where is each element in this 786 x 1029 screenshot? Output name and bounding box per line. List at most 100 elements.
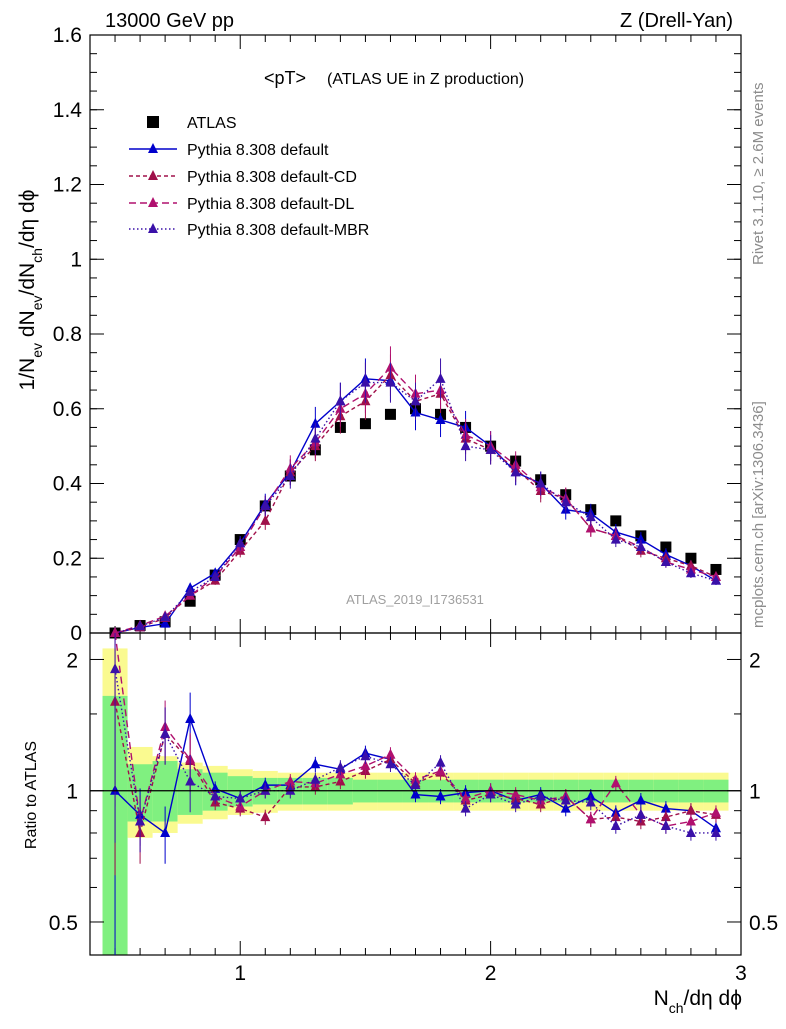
ratio-point-mbr	[535, 790, 546, 801]
ratio-point-mbr	[560, 794, 571, 805]
ratio-point-mbr	[235, 792, 246, 803]
ratio-point-cd	[260, 811, 271, 822]
main-point-mbr	[685, 567, 696, 578]
ratio-point-default	[185, 713, 196, 724]
main-point-mbr	[260, 499, 271, 510]
atlas-data-point	[685, 552, 697, 564]
main-point-mbr	[160, 611, 171, 622]
ratio-y-tick-label: 2	[66, 649, 78, 672]
ratio-point-mbr	[335, 761, 346, 772]
main-point-default	[635, 533, 646, 544]
ratio-point-mbr	[635, 808, 646, 819]
atlas-data-point	[184, 595, 196, 607]
main-point-mbr	[135, 620, 146, 631]
atlas-data-point	[660, 541, 672, 553]
ratio-point-default	[660, 802, 671, 813]
ratio-point-dl	[110, 627, 121, 637]
main-point-cd	[260, 514, 271, 525]
ratio-point-dl	[360, 759, 371, 770]
ratio-point-mbr	[460, 802, 471, 813]
ratio-point-dl	[585, 813, 596, 824]
ratio-series	[110, 627, 721, 955]
main-point-mbr	[310, 432, 321, 443]
main-y-tick-label: 0.8	[53, 323, 82, 346]
main-y-tick-label: 1.2	[53, 174, 82, 197]
legend-marker-mbr	[148, 223, 158, 233]
ratio-y-tick-label: 0.5	[49, 912, 78, 935]
main-point-mbr	[535, 477, 546, 488]
main-y-tick-label: 0.2	[53, 547, 82, 570]
main-point-default	[310, 417, 321, 428]
main-point-dl	[585, 522, 596, 533]
legend-label-default: Pythia 8.308 default	[187, 142, 329, 159]
main-point-mbr	[435, 372, 446, 383]
ratio-point-mbr	[385, 758, 396, 769]
ratio-point-mbr	[160, 727, 171, 738]
header-left-label: 13000 GeV pp	[105, 10, 234, 32]
main-series	[109, 346, 722, 639]
header-right-label: Z (Drell-Yan)	[620, 10, 733, 32]
ratio-point-mbr	[585, 796, 596, 807]
main-point-mbr	[560, 496, 571, 507]
main-point-mbr	[510, 466, 521, 477]
ratio-point-mbr	[185, 775, 196, 786]
ratio-point-default	[310, 758, 321, 769]
main-point-mbr	[660, 555, 671, 566]
ratio-point-mbr	[135, 815, 146, 826]
ratio-point-mbr	[610, 820, 621, 831]
side-label-mcplots: mcplots.cern.ch [arXiv:1306.3436]	[750, 401, 767, 628]
atlas-data-point	[384, 408, 396, 420]
main-point-mbr	[210, 570, 221, 581]
ratio-point-dl	[610, 777, 621, 788]
ratio-point-default	[435, 790, 446, 801]
ratio-point-default	[160, 826, 171, 837]
ratio-point-default	[635, 794, 646, 805]
main-point-mbr	[235, 537, 246, 548]
ratio-point-dl	[285, 775, 296, 786]
legend-label-dl: Pythia 8.308 default-DL	[187, 196, 354, 213]
ratio-point-mbr	[360, 750, 371, 761]
ratio-point-mbr	[210, 790, 221, 801]
plot-title-main: <pT>	[264, 68, 306, 88]
ratio-point-mbr	[660, 820, 671, 831]
main-point-mbr	[285, 470, 296, 481]
main-point-mbr	[710, 574, 721, 585]
ratio-point-default	[410, 788, 421, 799]
ratio-point-cd	[660, 811, 671, 822]
main-y-tick-label: 1.6	[53, 24, 82, 47]
ratio-point-dl	[685, 815, 696, 826]
ratio-point-mbr	[510, 798, 521, 809]
main-point-mbr	[360, 376, 371, 387]
ratio-point-mbr	[410, 779, 421, 790]
main-point-mbr	[185, 585, 196, 596]
main-y-tick-label: 0.6	[53, 398, 82, 421]
main-point-mbr	[485, 443, 496, 454]
main-y-tick-label: 1.4	[53, 99, 83, 122]
ratio-y-tick-label-right: 2	[749, 649, 761, 672]
x-tick-label: 3	[735, 962, 747, 985]
legend-label-cd: Pythia 8.308 default-CD	[187, 169, 357, 186]
main-point-mbr	[635, 541, 646, 552]
analysis-label: ATLAS_2019_I1736531	[346, 592, 484, 607]
main-y-tick-label: 0	[70, 622, 82, 645]
ratio-point-mbr	[435, 756, 446, 767]
x-tick-label: 2	[485, 962, 497, 985]
ratio-point-mbr	[260, 784, 271, 795]
legend-marker-dl	[148, 197, 158, 207]
main-point-mbr	[460, 440, 471, 451]
atlas-data-point	[710, 563, 722, 575]
x-axis-label: Nch/dη dϕ	[654, 987, 742, 1016]
ratio-point-mbr	[310, 773, 321, 784]
ratio-point-mbr	[285, 784, 296, 795]
main-point-mbr	[385, 376, 396, 387]
ratio-y-tick-label: 1	[66, 781, 78, 804]
main-point-mbr	[335, 395, 346, 406]
ratio-point-cd	[685, 804, 696, 815]
ratio-point-mbr	[710, 826, 721, 837]
legend-marker-cd	[148, 170, 158, 180]
atlas-data-point	[359, 418, 371, 430]
main-y-tick-label: 1	[70, 248, 82, 271]
legend-marker-default	[148, 143, 158, 153]
